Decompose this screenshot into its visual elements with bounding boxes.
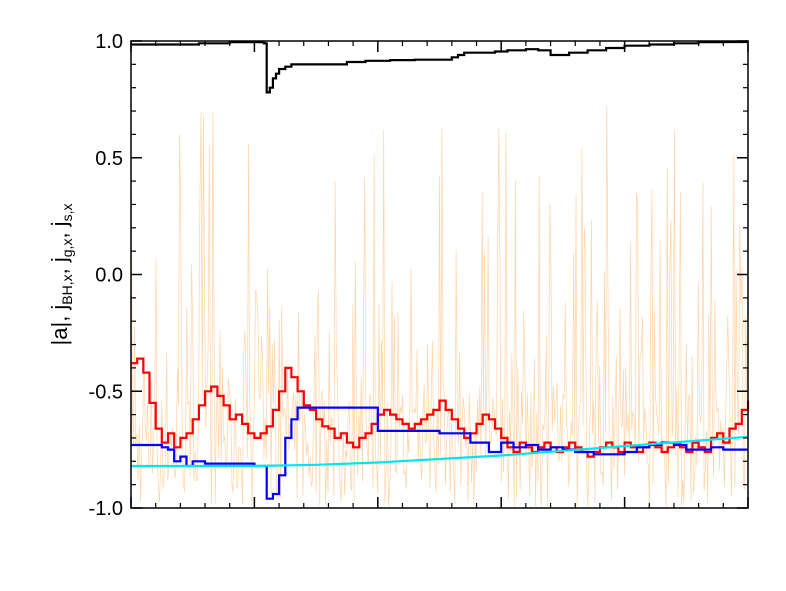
plot-area [130,40,750,508]
ylabel-subscript: s,x [59,204,75,222]
background-noise-line [130,105,749,508]
y-axis-title: |a|, jBH,x, jg,x, js,x [47,204,75,346]
background-noise-series [130,105,749,508]
ytick-label: 0.5 [95,148,123,170]
y-axis-label: |a|, jBH,x, jg,x, js,x [47,204,75,346]
ytick-label: -1.0 [89,498,123,520]
ylabel-subscript: g,x [59,239,75,258]
ylabel-text: , j [47,221,72,238]
axes: -1.0 -0.5 0.0 0.5 1.0 [89,31,749,520]
ylabel-subscript: BH,x [59,274,75,304]
series-line-4 [131,435,749,468]
series-line-1 [131,40,748,94]
ytick-label: -0.5 [89,381,123,403]
ylabel-text: , j [47,257,72,274]
series-layer [131,40,750,500]
ylabel-text: |a|, j [47,305,72,346]
ytick-label: 0.0 [95,265,123,287]
ytick-label: 1.0 [95,31,123,53]
